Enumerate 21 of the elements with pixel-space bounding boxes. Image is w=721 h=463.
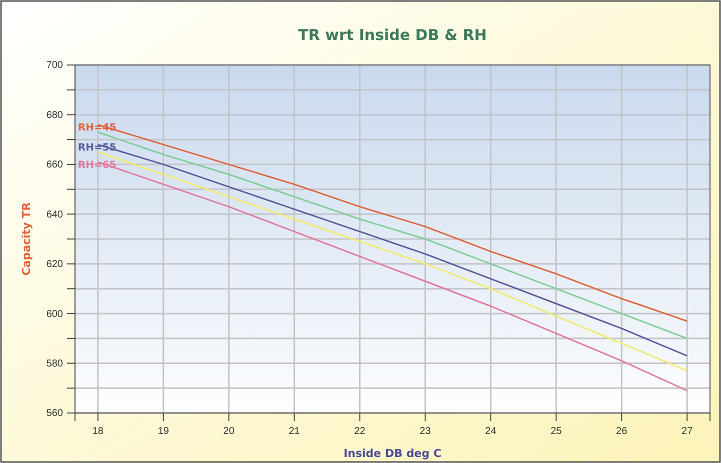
x-tick-label: 19 [158,426,170,438]
y-tick-label: 620 [46,259,64,270]
x-tick-label: 25 [550,426,562,438]
x-tick-label: 21 [288,426,300,438]
x-tick-label: 24 [485,426,497,438]
y-tick-label: 640 [46,209,64,220]
y-tick-label: 600 [46,308,64,320]
x-tick-label: 22 [354,426,366,438]
x-axis-title: Inside DB deg C [344,447,442,460]
chart-title: TR wrt Inside DB & RH [298,26,487,44]
x-tick-label: 23 [420,426,432,438]
y-tick-label: 660 [46,160,64,171]
y-tick-label: 680 [46,110,64,121]
y-axis-title: Capacity TR [20,202,33,276]
x-tick-label: 20 [223,426,235,438]
x-tick-label: 27 [682,426,694,438]
x-tick-label: 26 [616,426,628,438]
x-tick-label: 18 [92,426,104,438]
y-tick-label: 700 [46,60,64,72]
y-tick-label: 580 [46,358,64,370]
y-tick-label: 560 [46,408,64,420]
